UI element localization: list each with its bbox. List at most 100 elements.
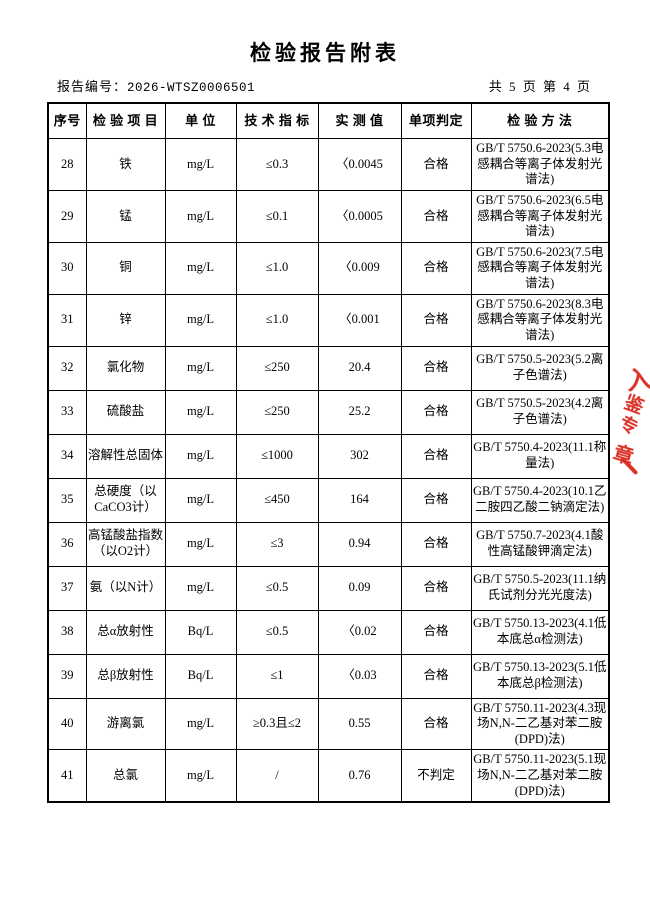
page-title: 检验报告附表	[250, 41, 400, 65]
cell-value: 25.2	[317, 389, 402, 435]
report-number-label: 报告编号：	[57, 79, 128, 94]
cell-value: 0.55	[317, 697, 402, 751]
cell-unit: mg/L	[164, 241, 237, 295]
table-row: 39 总β放射性 Bq/L ≤1 〈0.03 合格 GB/T 5750.13-2023(5.…	[47, 653, 610, 699]
column-header: 实 测 值	[317, 102, 402, 139]
cell-unit: mg/L	[164, 433, 237, 479]
cell-method: GB/T 5750.11-2023(5.1现场N,N-二乙基对苯二胺(DPD)法…	[470, 749, 610, 803]
cell-judge: 合格	[400, 241, 472, 295]
table-row: 35 总硬度（以CaCO3计） mg/L ≤450 164 合格 GB/T 5750.4-2…	[47, 477, 610, 523]
cell-no: 34	[47, 433, 87, 479]
table-row: 30 铜 mg/L ≤1.0 〈0.009 合格 GB/T 5750.6-2023(7.5电…	[47, 241, 610, 295]
table-body: 28 铁 mg/L ≤0.3 〈0.0045 合格 GB/T 5750.6-2023(5.3…	[47, 138, 610, 803]
cell-unit: mg/L	[164, 189, 237, 243]
seal-glyph: 专	[616, 412, 642, 439]
seal-glyph: 鉴	[621, 392, 647, 419]
cell-limit: ≤450	[235, 477, 319, 523]
cell-method: GB/T 5750.5-2023(4.2离子色谱法)	[470, 389, 610, 435]
cell-item: 硫酸盐	[85, 389, 166, 435]
cell-item: 铁	[85, 138, 166, 191]
cell-judge: 合格	[400, 389, 472, 435]
cell-method: GB/T 5750.6-2023(6.5电感耦合等离子体发射光谱法)	[470, 189, 610, 243]
cell-value: 0.76	[317, 749, 402, 803]
cell-judge: 不判定	[400, 749, 472, 803]
table-row: 31 锌 mg/L ≤1.0 〈0.001 合格 GB/T 5750.6-2023(8.3电…	[47, 293, 610, 347]
table-row: 33 硫酸盐 mg/L ≤250 25.2 合格 GB/T 5750.5-2023(4.2离…	[47, 389, 610, 435]
cell-limit: ≤3	[235, 521, 319, 567]
cell-judge: 合格	[400, 345, 472, 391]
cell-method: GB/T 5750.4-2023(10.1乙二胺四乙酸二钠滴定法)	[470, 477, 610, 523]
cell-no: 29	[47, 189, 87, 243]
cell-judge: 合格	[400, 477, 472, 523]
table-header-row: 序号检 验 项 目单 位技 术 指 标实 测 值单项判定检 验 方 法	[47, 102, 610, 139]
cell-method: GB/T 5750.13-2023(4.1低本底总α检测法)	[470, 609, 610, 655]
cell-unit: mg/L	[164, 565, 237, 611]
cell-limit: ≤1.0	[235, 293, 319, 347]
cell-value: 〈0.03	[317, 653, 402, 699]
cell-unit: mg/L	[164, 138, 237, 191]
cell-judge: 合格	[400, 189, 472, 243]
table-row: 36 高锰酸盐指数（以O2计） mg/L ≤3 0.94 合格 GB/T 5750.7-20…	[47, 521, 610, 567]
column-header: 检 验 项 目	[85, 102, 166, 139]
table-row: 32 氯化物 mg/L ≤250 20.4 合格 GB/T 5750.5-2023(5.2离…	[47, 345, 610, 391]
cell-judge: 合格	[400, 521, 472, 567]
cell-no: 28	[47, 138, 87, 191]
cell-unit: mg/L	[164, 389, 237, 435]
cell-value: 〈0.02	[317, 609, 402, 655]
cell-method: GB/T 5750.11-2023(4.3现场N,N-二乙基对苯二胺(DPD)法…	[470, 697, 610, 751]
cell-item: 游离氯	[85, 697, 166, 751]
cell-method: GB/T 5750.13-2023(5.1低本底总β检测法)	[470, 653, 610, 699]
cell-limit: ≤250	[235, 389, 319, 435]
cell-no: 40	[47, 697, 87, 751]
table-row: 28 铁 mg/L ≤0.3 〈0.0045 合格 GB/T 5750.6-2023(5.3…	[47, 138, 610, 191]
table-row: 29 锰 mg/L ≤0.1 〈0.0005 合格 GB/T 5750.6-2023(6.5…	[47, 189, 610, 243]
column-header: 单项判定	[400, 102, 472, 139]
table-row: 38 总α放射性 Bq/L ≤0.5 〈0.02 合格 GB/T 5750.13-2023(…	[47, 609, 610, 655]
cell-value: 302	[317, 433, 402, 479]
cell-value: 〈0.0045	[317, 138, 402, 191]
red-seal-partial: 入 鉴 专 章	[605, 358, 650, 492]
column-header: 序号	[47, 102, 87, 139]
cell-limit: ≤0.5	[235, 609, 319, 655]
cell-value: 〈0.001	[317, 293, 402, 347]
cell-value: 〈0.009	[317, 241, 402, 295]
cell-unit: Bq/L	[164, 609, 237, 655]
seal-glyph: 章	[610, 442, 636, 470]
cell-no: 30	[47, 241, 87, 295]
cell-no: 38	[47, 609, 87, 655]
cell-item: 锌	[85, 293, 166, 347]
cell-limit: ≤250	[235, 345, 319, 391]
cell-item: 总β放射性	[85, 653, 166, 699]
table-row: 37 氨（以N计） mg/L ≤0.5 0.09 合格 GB/T 5750.5-2023(1…	[47, 565, 610, 611]
cell-no: 41	[47, 749, 87, 803]
cell-limit: ≤1000	[235, 433, 319, 479]
cell-no: 33	[47, 389, 87, 435]
cell-method: GB/T 5750.5-2023(5.2离子色谱法)	[470, 345, 610, 391]
cell-method: GB/T 5750.6-2023(5.3电感耦合等离子体发射光谱法)	[470, 138, 610, 191]
cell-limit: ≤0.1	[235, 189, 319, 243]
cell-unit: mg/L	[164, 477, 237, 523]
table-row: 34 溶解性总固体 mg/L ≤1000 302 合格 GB/T 5750.4-2023(1…	[47, 433, 610, 479]
cell-item: 总氯	[85, 749, 166, 803]
cell-judge: 合格	[400, 653, 472, 699]
cell-item: 高锰酸盐指数（以O2计）	[85, 521, 166, 567]
cell-unit: mg/L	[164, 749, 237, 803]
cell-method: GB/T 5750.6-2023(7.5电感耦合等离子体发射光谱法)	[470, 241, 610, 295]
cell-method: GB/T 5750.5-2023(11.1纳氏试剂分光光度法)	[470, 565, 610, 611]
cell-no: 37	[47, 565, 87, 611]
cell-limit: ≤1.0	[235, 241, 319, 295]
column-header: 检 验 方 法	[470, 102, 610, 139]
cell-no: 39	[47, 653, 87, 699]
cell-method: GB/T 5750.7-2023(4.1酸性高锰酸钾滴定法)	[470, 521, 610, 567]
cell-method: GB/T 5750.4-2023(11.1称量法)	[470, 433, 610, 479]
cell-no: 36	[47, 521, 87, 567]
cell-judge: 合格	[400, 565, 472, 611]
cell-limit: ≤0.3	[235, 138, 319, 191]
cell-unit: mg/L	[164, 521, 237, 567]
table-row: 40 游离氯 mg/L ≥0.3且≤2 0.55 合格 GB/T 5750.11-2023(…	[47, 697, 610, 751]
cell-judge: 合格	[400, 697, 472, 751]
table-row: 41 总氯 mg/L/0.76 不判定 GB/T 5750.11-2023(5.1现场N…	[47, 749, 610, 803]
cell-judge: 合格	[400, 138, 472, 191]
report-meta-row: 报告编号：2026-WTSZ0006501 共 5 页 第 4 页	[47, 76, 608, 95]
cell-value: 20.4	[317, 345, 402, 391]
